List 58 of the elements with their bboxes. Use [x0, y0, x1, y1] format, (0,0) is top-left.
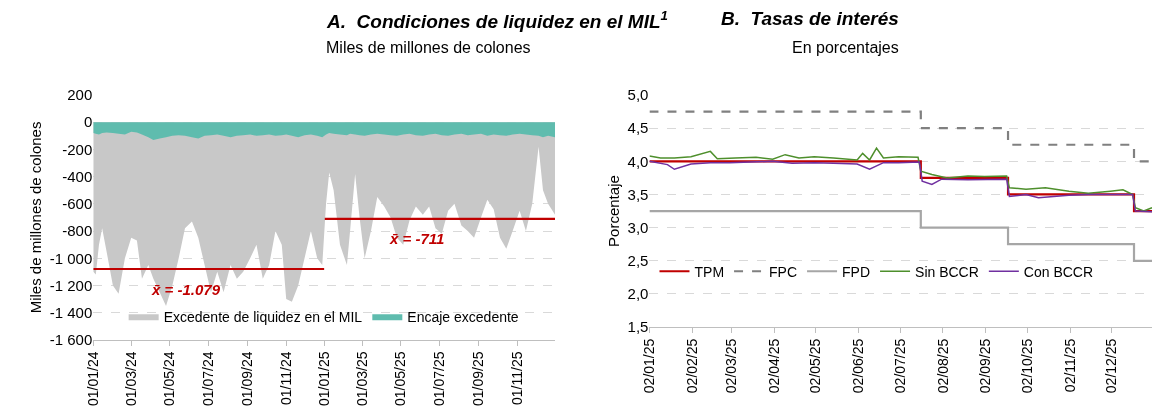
chart-title: A. Condiciones de liquidez en el MIL$^{1}$: [326, 8, 668, 32]
y-tick-label: 3,5: [627, 185, 649, 203]
y-tick-label: -400: [62, 167, 93, 185]
y-tick-label: -1 400: [49, 303, 93, 321]
x-tick-label: 01/01/24: [84, 351, 101, 406]
legend-label: Con BCCR: [1023, 263, 1094, 280]
y-tick-label: -600: [62, 195, 93, 213]
y-tick-label: 5,0: [627, 86, 649, 104]
x-tick-label: 02/01/25: [641, 338, 658, 394]
x-tick-label: 02/08/25: [934, 338, 951, 394]
y-tick-label: 2,0: [627, 285, 649, 303]
chart-title: B. Tasas de interés: [721, 8, 899, 29]
legend-label: Excedente de liquidez en el MIL: [163, 308, 363, 325]
y-tick-label: 3,0: [627, 218, 649, 236]
y-tick-label: 0: [83, 113, 93, 131]
x-tick-label: 02/06/25: [850, 338, 867, 394]
y-tick-label: 4,0: [627, 152, 649, 170]
x-tick-label: 02/05/25: [807, 338, 824, 394]
legend-label: Sin BCCR: [915, 263, 979, 280]
x-tick-label: 01/07/24: [199, 351, 216, 406]
x-tick-label: 01/09/24: [239, 351, 256, 406]
x-tick-label: 01/07/25: [430, 351, 447, 406]
y-tick-label: 4,5: [627, 119, 649, 137]
y-tick-label: -1 200: [49, 276, 93, 294]
y-tick-label: -1 000: [49, 249, 93, 267]
legend-label: TPM: [694, 263, 725, 280]
legend-label: FPC: [769, 263, 798, 280]
x-tick-label: 01/03/25: [353, 351, 370, 406]
line-series: [649, 147, 1153, 212]
y-tick-label: 1,5: [627, 318, 649, 336]
annotation: x̄ = -711: [389, 230, 445, 247]
legend-label: FPD: [842, 263, 871, 280]
annotation: x̄ = -1.079: [151, 281, 221, 298]
x-tick-label: 01/11/25: [508, 351, 525, 405]
y-axis-title: Porcentaje: [604, 175, 622, 247]
x-tick-label: 02/09/25: [977, 338, 994, 394]
legend-label: Encaje excedente: [407, 308, 519, 325]
y-tick-label: 2,5: [627, 252, 649, 270]
x-tick-label: 01/03/24: [122, 351, 139, 406]
x-tick-label: 01/05/24: [161, 351, 178, 406]
y-tick-label: 200: [67, 86, 93, 104]
x-tick-label: 02/03/25: [722, 338, 739, 394]
x-tick-label: 02/11/25: [1061, 338, 1078, 393]
x-tick-label: 02/12/25: [1103, 338, 1120, 394]
y-tick-label: -800: [62, 222, 93, 240]
x-tick-label: 02/02/25: [683, 338, 700, 394]
x-tick-label: 01/09/25: [470, 351, 487, 406]
y-tick-label: -1 600: [49, 331, 93, 349]
y-tick-label: -200: [62, 140, 93, 158]
x-tick-label: 01/11/24: [277, 351, 294, 405]
chart-subtitle: En porcentajes: [792, 39, 899, 56]
x-tick-label: 02/04/25: [765, 338, 782, 394]
chart-subtitle: Miles de millones de colones: [326, 39, 531, 56]
x-tick-label: 02/07/25: [891, 338, 908, 394]
x-tick-label: 01/01/25: [316, 351, 333, 406]
y-axis-title: Miles de millones de colones: [26, 121, 44, 314]
x-tick-label: 02/10/25: [1018, 338, 1035, 394]
x-tick-label: 01/05/25: [392, 351, 409, 406]
